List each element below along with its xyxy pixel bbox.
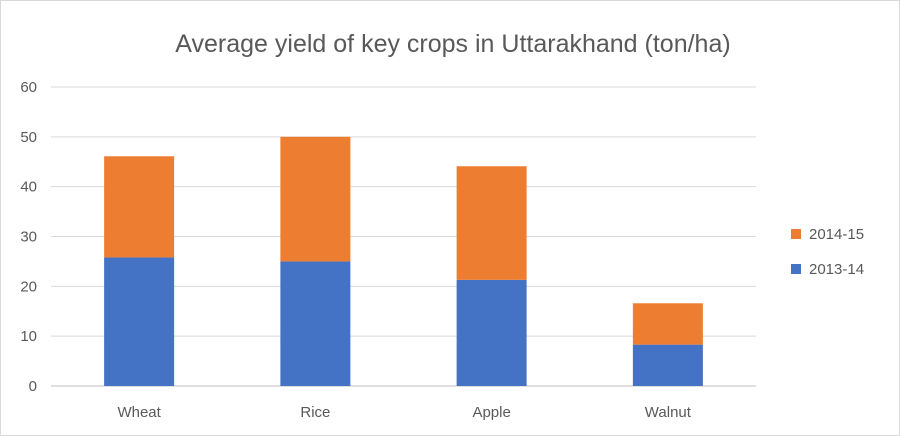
bar-walnut-2013-14 (632, 344, 703, 386)
x-tick-label: Wheat (117, 404, 161, 421)
legend-swatch (791, 264, 801, 274)
y-tick-label: 50 (20, 129, 37, 146)
bar-walnut-2014-15 (632, 303, 703, 345)
y-tick-label: 0 (29, 378, 37, 395)
chart-title: Average yield of key crops in Uttarakhan… (175, 30, 730, 58)
bar-wheat-2014-15 (104, 156, 175, 258)
y-axis-tick-labels: 0 10 20 30 40 50 60 (20, 79, 37, 395)
bar-wheat-2013-14 (104, 257, 175, 386)
x-tick-label: Apple (472, 404, 510, 421)
y-tick-label: 20 (20, 278, 37, 295)
y-tick-label: 30 (20, 229, 37, 246)
x-tick-label: Walnut (645, 404, 692, 421)
legend: 2014-15 2013-14 (791, 226, 864, 278)
bar-rice-2013-14 (280, 261, 351, 386)
x-tick-label: Rice (300, 404, 330, 421)
bar-apple-2013-14 (456, 279, 527, 386)
bars (104, 136, 703, 386)
y-tick-label: 40 (20, 179, 37, 196)
legend-label: 2014-15 (809, 226, 864, 243)
bar-apple-2014-15 (456, 166, 527, 280)
legend-label: 2013-14 (809, 261, 864, 278)
x-axis-tick-labels: Wheat Rice Apple Walnut (117, 404, 691, 421)
bar-rice-2014-15 (280, 136, 351, 262)
y-tick-label: 10 (20, 328, 37, 345)
legend-swatch (791, 229, 801, 239)
y-tick-label: 60 (20, 79, 37, 96)
